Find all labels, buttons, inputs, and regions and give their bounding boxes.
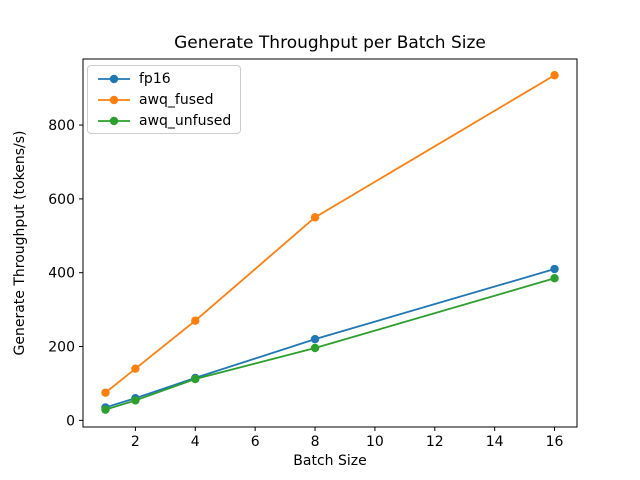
x-tick-label: 12 <box>426 434 444 450</box>
x-tick-label: 10 <box>366 434 384 450</box>
y-tick-label: 0 <box>66 413 75 429</box>
chart-title: Generate Throughput per Batch Size <box>174 33 486 53</box>
legend-label: awq_unfused <box>139 112 232 129</box>
x-axis-label: Batch Size <box>293 453 367 469</box>
y-tick-label: 600 <box>48 192 75 208</box>
y-tick-label: 400 <box>48 266 75 282</box>
legend-item-awq-fused: awq_fused <box>96 89 231 110</box>
y-axis-label: Generate Throughput (tokens/s) <box>12 130 28 356</box>
plot-border <box>82 58 578 428</box>
data-point-awq_fused <box>131 364 140 373</box>
legend-label: fp16 <box>139 70 171 87</box>
data-point-awq_fused <box>550 71 559 80</box>
line-marker-sample-icon <box>98 116 130 125</box>
x-tick-label: 2 <box>131 434 140 450</box>
x-tick-label: 4 <box>191 434 200 450</box>
series-line-awq_unfused <box>105 277 555 411</box>
data-point-fp16 <box>550 264 559 274</box>
y-tick-label: 800 <box>48 118 75 134</box>
x-tick-label: 6 <box>251 434 260 450</box>
data-point-fp16 <box>310 334 320 344</box>
data-point-awq_fused <box>101 388 110 397</box>
data-point-awq_unfused <box>101 405 110 414</box>
legend-item-awq-unfused: awq_unfused <box>96 110 231 131</box>
line-marker-sample-icon <box>98 95 130 104</box>
data-point-awq_unfused <box>131 396 140 405</box>
x-tick-label: 14 <box>486 434 504 450</box>
x-tick-label: 16 <box>546 434 564 450</box>
y-tick-label: 200 <box>48 340 75 356</box>
data-point-awq_fused <box>310 213 320 222</box>
x-tick-label: 8 <box>311 434 320 450</box>
legend-item-fp16: fp16 <box>96 68 231 89</box>
legend: fp16 awq_fused awq_unfused <box>87 65 242 134</box>
data-point-awq_fused <box>191 316 200 325</box>
data-point-awq_unfused <box>310 343 320 353</box>
line-marker-sample-icon <box>98 74 130 83</box>
data-point-awq_unfused <box>550 274 559 283</box>
data-point-awq_unfused <box>191 374 200 384</box>
legend-label: awq_fused <box>139 91 214 108</box>
